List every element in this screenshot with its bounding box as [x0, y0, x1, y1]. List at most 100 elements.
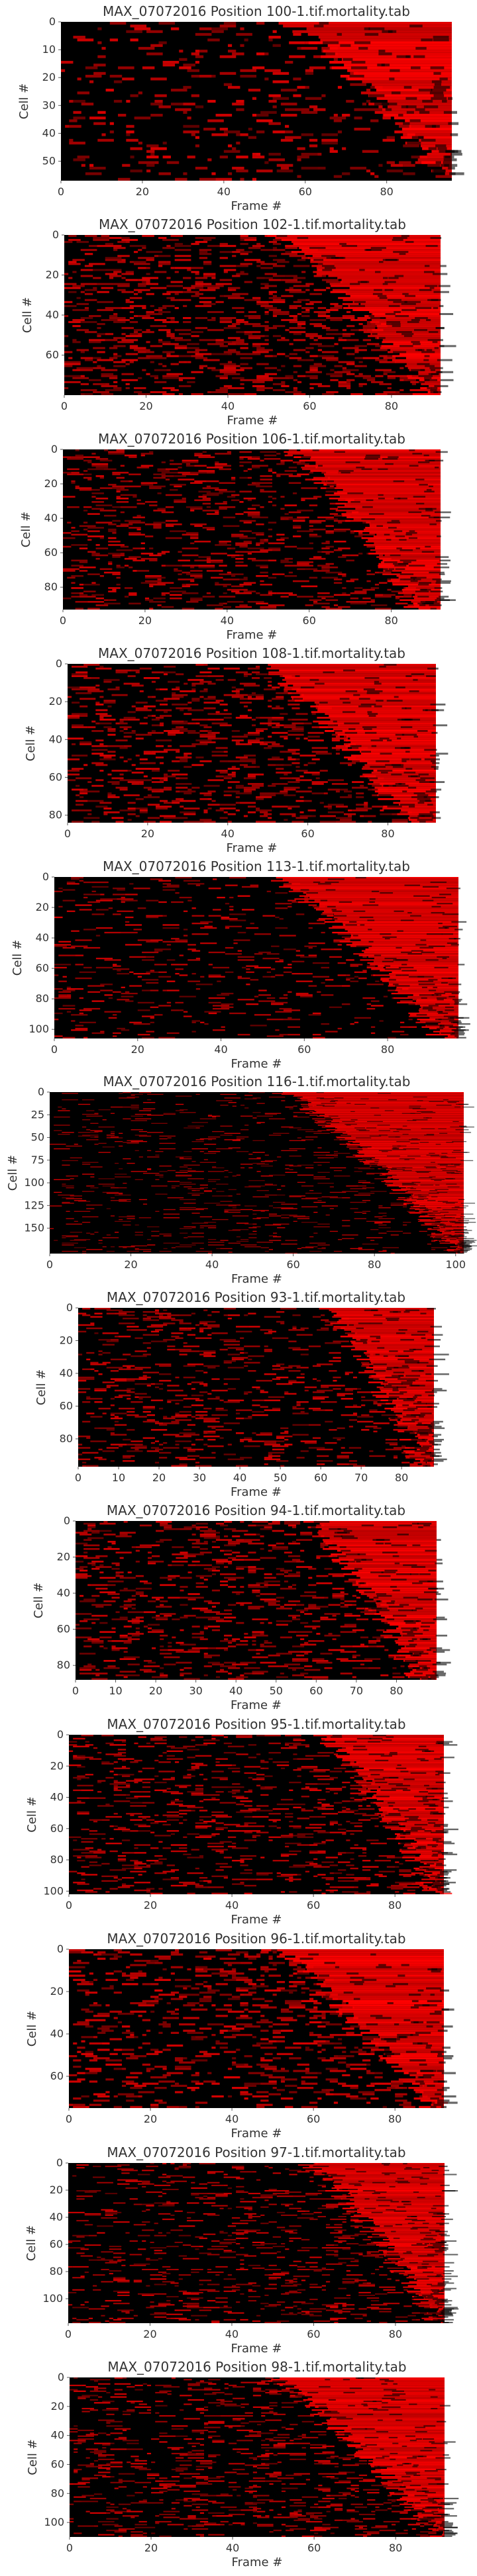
heatmap-cell	[372, 745, 376, 747]
heatmap-cell	[239, 578, 247, 580]
heatmap-cell	[256, 265, 260, 267]
heatmap-cell	[207, 481, 219, 483]
heatmap-cell	[400, 560, 417, 562]
heatmap-cell	[256, 673, 268, 675]
heatmap-cell	[361, 518, 375, 520]
heatmap-cell	[309, 365, 326, 367]
heatmap-cell	[182, 547, 199, 549]
heatmap-cell	[377, 770, 392, 772]
heatmap-cell	[144, 751, 152, 753]
heatmap-cell	[284, 794, 295, 796]
heatmap-cell	[260, 267, 273, 269]
heatmap-cell	[429, 524, 436, 526]
heatmap-cell	[199, 760, 211, 762]
x-tick-label: 0	[60, 614, 66, 627]
heatmap-cell	[142, 317, 154, 319]
heatmap-cell	[424, 271, 435, 273]
heatmap-cell	[352, 309, 441, 311]
heatmap-cell	[225, 972, 234, 973]
heatmap-cell	[141, 553, 154, 555]
heatmap-cell	[256, 544, 260, 546]
heatmap-cell	[258, 989, 267, 991]
heatmap-cell	[427, 1214, 464, 1215]
heatmap-cell	[191, 355, 203, 357]
heatmap-cell	[121, 932, 138, 933]
heatmap-cell	[346, 387, 350, 389]
heatmap-cell	[164, 749, 180, 751]
heatmap-cell	[425, 460, 435, 462]
heatmap-cell	[144, 821, 156, 823]
heatmap-cell	[326, 391, 339, 393]
heatmap-cell	[294, 898, 458, 899]
heatmap-cell	[123, 1158, 131, 1159]
heatmap-cell	[208, 683, 216, 685]
heatmap-cell	[400, 578, 415, 580]
heatmap-cell	[239, 451, 252, 453]
heatmap-cell	[124, 728, 128, 730]
heatmap-cell	[127, 1143, 138, 1144]
heatmap-cell	[252, 1210, 269, 1211]
heatmap-cell	[338, 130, 342, 133]
heatmap-cell	[271, 946, 280, 947]
heatmap-cell	[229, 1172, 233, 1173]
heatmap-cell	[220, 737, 228, 739]
heatmap-cell	[394, 116, 452, 119]
heatmap-cell	[76, 800, 87, 802]
heatmap-cell	[207, 38, 219, 41]
heatmap-cell	[121, 901, 125, 903]
heatmap-cell	[330, 379, 338, 381]
heatmap-cell	[389, 77, 394, 80]
heatmap-cell	[129, 985, 142, 986]
heatmap-cell	[336, 821, 340, 823]
heatmap-cell	[354, 345, 367, 347]
heatmap-cell	[184, 721, 187, 723]
heatmap-cell	[220, 772, 228, 774]
heatmap-cell	[431, 732, 437, 734]
heatmap-cell	[191, 1199, 195, 1200]
heatmap-cell	[283, 675, 436, 677]
heatmap-cell	[273, 275, 286, 277]
heatmap-cell	[420, 1005, 458, 1006]
heatmap-cell	[433, 273, 447, 275]
heatmap-cell	[269, 255, 277, 257]
heatmap-cell	[191, 371, 203, 373]
heatmap-cell	[415, 307, 431, 309]
heatmap-cell	[204, 1011, 221, 1013]
heatmap-cell	[179, 385, 191, 387]
heatmap-cell	[403, 1126, 407, 1127]
heatmap-cell	[236, 319, 244, 321]
heatmap-cell	[61, 61, 73, 64]
heatmap-cell	[208, 1136, 220, 1137]
heatmap-cell	[125, 894, 138, 895]
heatmap-cell	[409, 1106, 421, 1107]
heatmap-cell	[409, 805, 415, 807]
heatmap-cell	[211, 561, 223, 563]
heatmap-cell	[260, 549, 272, 551]
heatmap-cell	[456, 1104, 468, 1105]
chart-title: MAX_07072016 Position 100-1.tif.mortalit…	[103, 3, 410, 19]
heatmap-cell	[156, 805, 172, 807]
heatmap-cell	[224, 83, 232, 86]
heatmap-cell	[158, 261, 166, 263]
heatmap-cell	[120, 789, 128, 791]
heatmap-cell	[309, 529, 326, 531]
chart-panel: MAX_07072016 Position 102-1.tif.mortalit…	[21, 216, 456, 428]
heatmap-cell	[366, 1237, 383, 1238]
heatmap-cell	[289, 572, 293, 574]
heatmap-cell	[379, 666, 386, 668]
heatmap-cell	[239, 465, 243, 467]
heatmap-cell	[113, 337, 126, 339]
heatmap-cell	[288, 964, 292, 965]
heatmap-cell	[80, 715, 87, 717]
heatmap-cell	[129, 527, 141, 529]
heatmap-cell	[199, 681, 211, 683]
heatmap-cell	[359, 698, 370, 700]
heatmap-cell	[376, 760, 390, 762]
heatmap-cell	[119, 1133, 123, 1134]
heatmap-cell	[280, 1008, 292, 1009]
heatmap-cell	[363, 339, 371, 341]
heatmap-cell	[273, 243, 281, 245]
heatmap-cell	[83, 664, 99, 666]
heatmap-cell	[136, 734, 152, 736]
heatmap-cell	[219, 543, 227, 545]
